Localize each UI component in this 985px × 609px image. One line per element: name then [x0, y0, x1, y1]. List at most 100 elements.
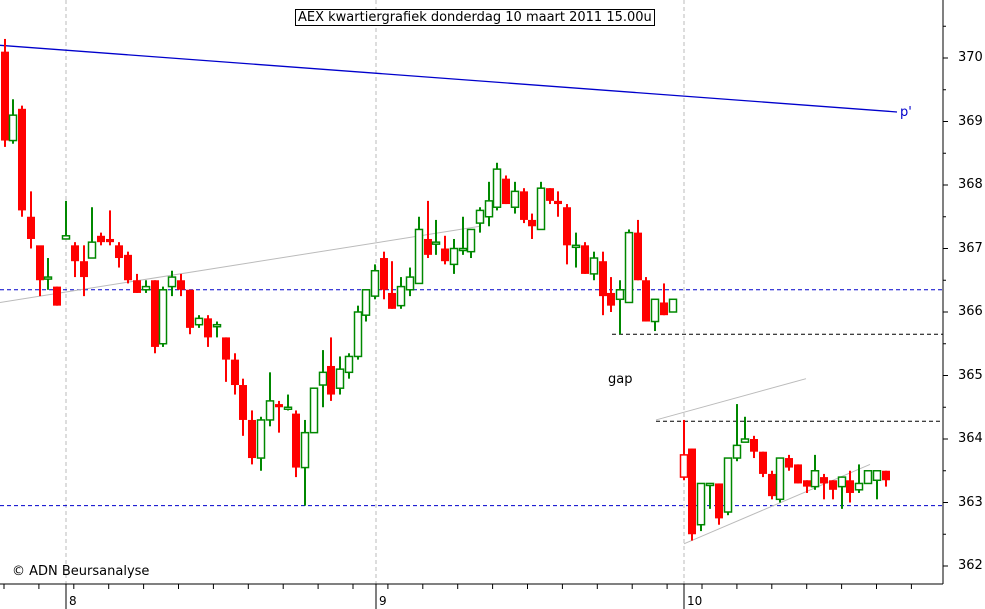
- candle-up: [300, 419, 310, 506]
- candle-down: [660, 283, 668, 316]
- candle-down: [71, 242, 79, 278]
- gap-annotation: gap: [608, 372, 633, 387]
- candle-down: [327, 337, 335, 401]
- candle-up: [810, 454, 820, 490]
- candle-down: [53, 286, 61, 306]
- candle-up: [335, 356, 345, 395]
- y-tick-label: 370: [958, 50, 983, 65]
- candle-up: [484, 181, 494, 227]
- axes: [0, 0, 948, 609]
- candle-down: [186, 289, 194, 335]
- candle-down: [204, 315, 212, 347]
- candle-up: [344, 353, 354, 379]
- candle-down: [846, 470, 854, 503]
- candles: [1, 38, 890, 541]
- candle-up: [536, 181, 546, 231]
- y-tick-label: 366: [958, 304, 983, 319]
- x-day-label: 9: [379, 594, 387, 608]
- candle-down: [679, 419, 689, 481]
- candle-up: [571, 232, 581, 268]
- candle-up: [863, 470, 873, 485]
- candle-up: [624, 229, 634, 304]
- candle-down: [222, 337, 230, 382]
- trendline-p: [0, 44, 898, 113]
- candle-down: [634, 219, 642, 281]
- copyright-label: © ADN Beursanalyse: [12, 564, 150, 579]
- candle-up: [458, 216, 468, 255]
- candle-down: [106, 210, 114, 246]
- candle-down: [554, 191, 562, 217]
- candle-down: [80, 245, 88, 297]
- candle-up: [650, 298, 660, 332]
- candle-down: [380, 251, 388, 300]
- candle-up: [732, 404, 742, 462]
- candle-down: [882, 470, 890, 487]
- y-tick-label: 362: [958, 558, 983, 573]
- candle-down: [1, 38, 9, 147]
- candle-up: [775, 457, 785, 503]
- x-day-label: 8: [69, 594, 77, 608]
- candle-down: [231, 353, 239, 395]
- candle-up: [872, 470, 882, 500]
- candle-up: [256, 416, 266, 471]
- candle-up: [414, 216, 424, 285]
- candle-up: [194, 315, 204, 328]
- chart-title: AEX kwartiergrafiek donderdag 10 maart 2…: [295, 9, 655, 26]
- candle-up: [449, 238, 459, 274]
- y-tick-label: 367: [958, 240, 983, 256]
- candle-up: [431, 219, 441, 255]
- candle-up: [615, 280, 625, 335]
- candle-down: [794, 464, 802, 484]
- y-tick-label: 369: [958, 113, 983, 129]
- p-prime-annotation: p': [900, 105, 912, 120]
- candle-down: [424, 200, 432, 259]
- candle-down: [520, 188, 528, 224]
- candle-down: [151, 280, 159, 354]
- candle-down: [388, 261, 396, 309]
- y-tick-label: 364: [958, 431, 983, 446]
- candle-up: [492, 162, 502, 211]
- candle-up: [466, 228, 476, 259]
- candle-up: [265, 372, 275, 427]
- candle-down: [546, 188, 554, 205]
- candle-up: [405, 267, 415, 297]
- y-tick-label: 368: [958, 177, 983, 192]
- candle-up: [212, 321, 222, 338]
- candle-down: [441, 235, 449, 265]
- candle-up: [43, 258, 53, 290]
- candle-down: [642, 277, 650, 322]
- candle-down: [133, 273, 141, 293]
- candle-down: [275, 400, 283, 433]
- candle-down: [239, 378, 247, 436]
- candle-up: [696, 482, 706, 532]
- candle-up: [510, 181, 520, 214]
- candle-up: [309, 387, 319, 434]
- candle-down: [27, 191, 35, 249]
- candle-up: [141, 280, 151, 293]
- candle-down: [768, 470, 776, 500]
- candle-down: [124, 251, 132, 284]
- trendline-support: [0, 225, 481, 303]
- candle-up: [589, 251, 599, 281]
- candle-up: [740, 416, 750, 443]
- candle-up: [705, 482, 715, 509]
- candle-up: [61, 200, 71, 240]
- candle-up: [318, 350, 328, 408]
- candle-up: [854, 464, 864, 493]
- candle-down: [528, 213, 536, 239]
- candle-down: [803, 480, 811, 493]
- candle-down: [829, 480, 837, 500]
- candle-up: [353, 305, 363, 360]
- candle-up: [668, 298, 678, 313]
- candle-down: [581, 242, 589, 274]
- candle-down: [177, 273, 185, 297]
- candle-up: [475, 207, 485, 233]
- candle-down: [688, 448, 696, 541]
- candle-down: [18, 105, 26, 217]
- candle-down: [750, 435, 758, 459]
- candle-up: [361, 289, 371, 322]
- candle-down: [820, 473, 828, 500]
- candle-down: [563, 204, 571, 265]
- candle-down: [97, 232, 105, 246]
- candle-up: [167, 270, 177, 297]
